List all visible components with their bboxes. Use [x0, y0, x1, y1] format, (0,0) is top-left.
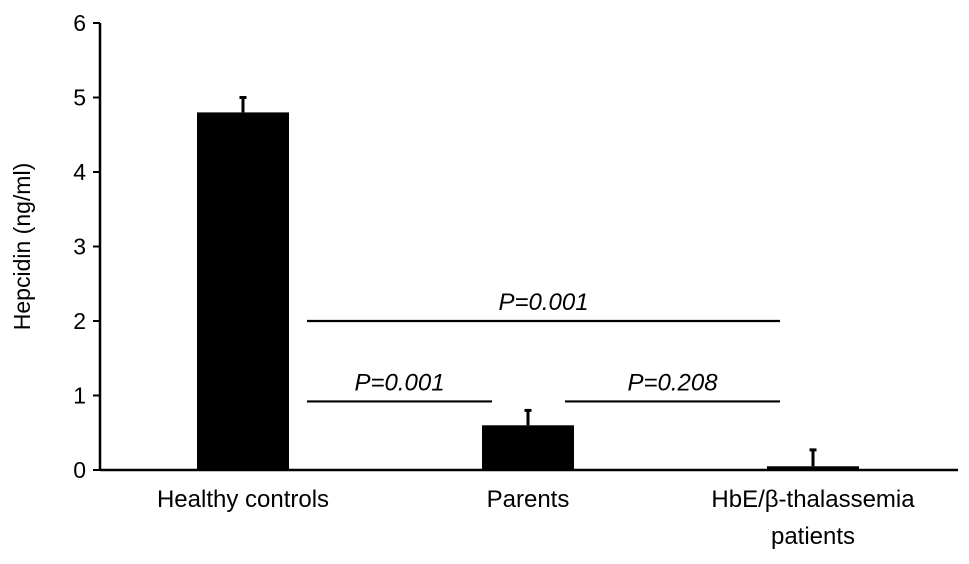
- y-tick-label: 1: [73, 383, 86, 409]
- bars: [197, 112, 859, 471]
- y-tick-label: 3: [73, 234, 86, 260]
- y-axis-title-group: Hepcidin (ng/ml): [9, 163, 35, 330]
- y-axis: 0 1 2 3 4 5 6: [73, 10, 102, 483]
- x-category-label: Parents: [487, 486, 570, 513]
- bar: [767, 466, 859, 470]
- bar: [197, 112, 289, 471]
- significance-label: P=0.001: [354, 369, 444, 396]
- x-category-label: patients: [771, 523, 855, 550]
- error-bars: [239, 96, 817, 467]
- y-tick-label: 6: [73, 10, 86, 36]
- x-axis: Healthy controls Parents HbE/β-thalassemia…: [100, 468, 958, 550]
- significance-label: P=0.001: [498, 289, 588, 316]
- y-axis-title: Hepcidin (ng/ml): [9, 163, 35, 330]
- bar: [482, 425, 574, 470]
- x-category-label: Healthy controls: [157, 486, 329, 513]
- y-tick-label: 0: [73, 457, 86, 483]
- y-tick-label: 2: [73, 308, 86, 334]
- y-tick-label: 4: [73, 159, 86, 185]
- x-category-label: HbE/β-thalassemia: [711, 486, 915, 513]
- significance-label: P=0.208: [627, 369, 718, 396]
- significance-annotations: P=0.001 P=0.001 P=0.208: [307, 289, 780, 403]
- y-tick-label: 5: [73, 85, 86, 111]
